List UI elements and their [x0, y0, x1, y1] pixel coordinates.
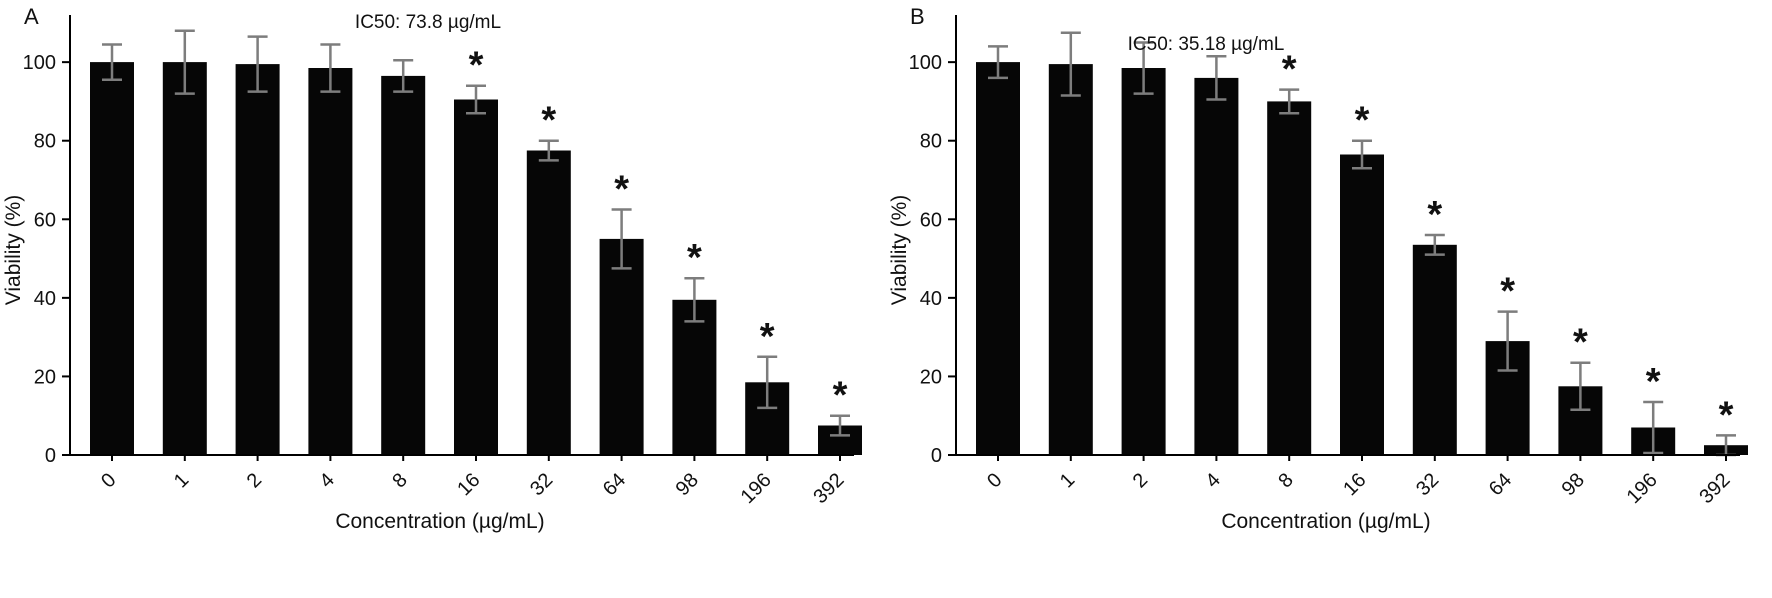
x-tick-label: 196 — [1623, 469, 1662, 508]
bar — [1412, 244, 1457, 455]
panel-A: * * * * * * 0 20 40 60 80 100 0 1 2 4 8 16 32 64 98 196 392 Con… — [2, 4, 862, 533]
error-bar — [538, 139, 559, 162]
error-bar — [393, 58, 414, 93]
x-tick-label: 98 — [1558, 469, 1589, 500]
x-axis-label: Concentration (µg/mL) — [335, 510, 544, 533]
significance-asterisk: * — [833, 375, 848, 417]
y-tick-label: 40 — [34, 288, 56, 310]
x-tick-label: 0 — [983, 469, 1006, 492]
y-axis-label: Viability (%) — [2, 195, 25, 305]
significance-asterisk: * — [1500, 271, 1515, 313]
bar — [454, 99, 498, 455]
bar — [976, 62, 1020, 455]
x-tick-label: 64 — [1485, 469, 1516, 500]
x-tick-label: 392 — [1695, 469, 1734, 508]
x-tick-label: 392 — [809, 469, 848, 508]
error-bar — [757, 355, 778, 410]
bar — [1340, 154, 1384, 455]
significance-asterisk: * — [469, 45, 484, 87]
bar — [1048, 64, 1093, 455]
x-tick-label: 64 — [599, 469, 630, 500]
y-tick-label: 60 — [34, 209, 56, 231]
error-bar — [1279, 88, 1300, 115]
error-bar — [1133, 41, 1154, 95]
error-bar — [684, 276, 705, 323]
y-tick-label: 40 — [920, 288, 942, 310]
x-tick-label: 8 — [388, 469, 411, 492]
x-tick-label: 98 — [672, 469, 703, 500]
y-tick-label: 100 — [909, 52, 942, 74]
y-tick-label: 0 — [45, 445, 56, 467]
significance-asterisk: * — [614, 169, 629, 211]
x-tick-label: 32 — [1412, 469, 1443, 500]
significance-asterisk: * — [1646, 361, 1661, 403]
x-tick-label: 4 — [1202, 469, 1225, 492]
error-bar — [102, 43, 122, 82]
bar — [1267, 101, 1312, 456]
x-tick-label: 4 — [316, 469, 339, 492]
error-bar — [611, 208, 632, 270]
y-tick-label: 0 — [931, 445, 942, 467]
significance-asterisk: * — [687, 237, 702, 279]
significance-asterisk: * — [1719, 394, 1734, 436]
x-axis-label: Concentration (µg/mL) — [1221, 510, 1430, 533]
y-axis-label: Viability (%) — [888, 195, 911, 305]
error-bar — [247, 35, 268, 93]
bar — [90, 62, 134, 455]
x-tick-label: 16 — [453, 469, 484, 500]
error-bar — [1206, 55, 1227, 101]
error-bar — [1352, 139, 1372, 170]
significance-asterisk: * — [1282, 49, 1297, 91]
bar-chart-B: * * * * * * * 0 20 40 60 80 100 0 1 2 4 8 16 32 64 98 196 392 Co… — [888, 4, 1748, 533]
y-tick-label: 100 — [23, 52, 56, 74]
error-bar — [1497, 310, 1518, 372]
error-bar — [1570, 361, 1591, 412]
chart-title: IC50: 73.8 µg/mL — [355, 12, 501, 33]
error-bar — [830, 414, 850, 437]
error-bar — [1643, 400, 1664, 455]
chart-title: IC50: 35.18 µg/mL — [1128, 34, 1285, 55]
bar-chart-A: * * * * * * 0 20 40 60 80 100 0 1 2 4 8 16 32 64 98 196 392 Con… — [2, 4, 862, 533]
bar — [1121, 68, 1166, 455]
y-tick-label: 80 — [34, 131, 56, 153]
significance-asterisk: * — [541, 100, 556, 142]
bar — [162, 62, 207, 455]
bar — [1194, 77, 1239, 456]
x-tick-label: 2 — [1129, 469, 1152, 492]
significance-asterisk: * — [1427, 194, 1442, 236]
bar — [672, 299, 717, 455]
x-tick-label: 1 — [170, 469, 193, 492]
panel-B: * * * * * * * 0 20 40 60 80 100 0 1 2 4 8 16 32 64 98 196 392 Co… — [886, 0, 1772, 598]
significance-asterisk: * — [1355, 100, 1370, 142]
bar — [308, 68, 353, 455]
error-bar — [466, 84, 486, 115]
bar — [599, 238, 644, 455]
y-tick-label: 80 — [920, 131, 942, 153]
x-tick-label: 8 — [1274, 469, 1297, 492]
bar — [381, 75, 426, 456]
bar — [235, 64, 280, 455]
error-bar — [320, 43, 341, 93]
y-tick-label: 20 — [34, 366, 56, 388]
error-bar — [1424, 233, 1445, 256]
x-tick-label: 0 — [97, 469, 120, 492]
significance-asterisk: * — [1573, 322, 1588, 364]
error-bar — [988, 45, 1008, 80]
x-tick-label: 32 — [526, 469, 557, 500]
significance-asterisk: * — [760, 316, 775, 358]
bar — [526, 150, 571, 455]
y-tick-label: 60 — [920, 209, 942, 231]
x-tick-label: 196 — [737, 469, 776, 508]
y-tick-label: 20 — [920, 366, 942, 388]
panel-label: A — [24, 4, 39, 29]
x-tick-label: 1 — [1056, 469, 1079, 492]
panel-label: B — [910, 4, 925, 29]
x-tick-label: 16 — [1339, 469, 1370, 500]
error-bar — [174, 29, 195, 95]
error-bar — [1060, 31, 1081, 97]
x-tick-label: 2 — [243, 469, 266, 492]
